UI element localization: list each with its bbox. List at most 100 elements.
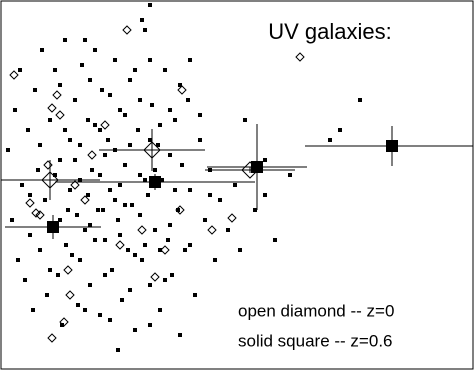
- data-point: [20, 183, 24, 187]
- diamond-marker: [227, 213, 237, 223]
- data-point: [193, 293, 197, 297]
- diamond-marker: [65, 290, 75, 300]
- data-point: [63, 38, 67, 42]
- diamond-marker: [25, 198, 35, 208]
- data-point: [64, 243, 68, 247]
- data-point: [163, 68, 167, 72]
- data-point: [133, 68, 137, 72]
- data-point: [76, 303, 80, 307]
- data-point: [88, 283, 92, 287]
- data-point: [188, 58, 192, 62]
- data-point: [118, 183, 122, 187]
- data-point: [108, 318, 112, 322]
- data-point: [143, 178, 147, 182]
- data-point: [148, 58, 152, 62]
- data-point: [53, 173, 57, 177]
- data-point: [198, 113, 202, 117]
- data-point: [178, 83, 182, 87]
- data-point: [133, 328, 137, 332]
- data-point: [328, 138, 332, 142]
- data-point: [113, 198, 117, 202]
- data-point: [273, 238, 277, 242]
- data-point: [180, 163, 184, 167]
- data-point: [113, 58, 117, 62]
- data-point: [86, 118, 90, 122]
- diamond-marker: [59, 317, 69, 327]
- data-point: [138, 98, 142, 102]
- data-point: [48, 268, 52, 272]
- data-point: [143, 28, 147, 32]
- data-point: [128, 143, 132, 147]
- diamond-marker: [143, 141, 161, 159]
- data-point: [26, 128, 30, 132]
- data-point: [126, 248, 130, 252]
- data-point: [176, 208, 180, 212]
- data-point: [130, 203, 134, 207]
- data-point: [233, 183, 237, 187]
- data-point: [123, 203, 127, 207]
- diamond-marker: [175, 205, 185, 215]
- data-point: [103, 273, 107, 277]
- data-point: [128, 78, 132, 82]
- diamond-marker: [80, 195, 90, 205]
- data-point: [168, 153, 172, 157]
- data-point: [6, 148, 10, 152]
- legend-label: open diamond -- z=0: [238, 301, 394, 320]
- data-point: [128, 288, 132, 292]
- data-point: [203, 218, 207, 222]
- data-point: [60, 323, 64, 327]
- data-point: [123, 163, 127, 167]
- data-point: [53, 68, 57, 72]
- data-point: [103, 238, 107, 242]
- data-point: [108, 188, 112, 192]
- data-point: [101, 208, 105, 212]
- diamond-marker: [41, 171, 59, 189]
- data-point: [338, 128, 342, 132]
- square-marker: [47, 221, 59, 233]
- data-point: [90, 168, 94, 172]
- data-point: [116, 218, 120, 222]
- data-point: [93, 123, 97, 127]
- data-point: [96, 208, 100, 212]
- data-point: [188, 188, 192, 192]
- data-point: [148, 323, 152, 327]
- data-point: [78, 143, 82, 147]
- data-point: [83, 228, 87, 232]
- data-point: [168, 223, 172, 227]
- data-point: [86, 193, 90, 197]
- data-point: [98, 128, 102, 132]
- data-point: [123, 113, 127, 117]
- diamond-marker: [47, 333, 57, 343]
- data-point: [33, 88, 37, 92]
- data-point: [143, 243, 147, 247]
- data-point: [23, 278, 27, 282]
- data-point: [58, 158, 62, 162]
- data-point: [45, 293, 49, 297]
- data-point: [178, 333, 182, 337]
- data-point: [36, 168, 40, 172]
- data-point: [66, 208, 70, 212]
- data-point: [148, 283, 152, 287]
- data-point: [166, 238, 170, 242]
- data-point: [98, 313, 102, 317]
- data-point: [173, 188, 177, 192]
- data-point: [58, 218, 62, 222]
- data-point: [28, 233, 32, 237]
- data-point: [218, 198, 222, 202]
- legend-label: solid square -- z=0.6: [238, 331, 393, 350]
- data-point: [118, 233, 122, 237]
- data-point: [93, 48, 97, 52]
- data-point: [198, 138, 202, 142]
- data-point: [183, 248, 187, 252]
- data-point: [75, 213, 79, 217]
- data-point: [83, 38, 87, 42]
- data-point: [38, 248, 42, 252]
- data-point: [28, 193, 32, 197]
- data-point: [73, 98, 77, 102]
- diamond-marker: [55, 110, 65, 120]
- data-point: [358, 98, 362, 102]
- data-point: [78, 258, 82, 262]
- diamond-marker: [63, 265, 73, 275]
- data-point: [40, 48, 44, 52]
- data-point: [136, 128, 140, 132]
